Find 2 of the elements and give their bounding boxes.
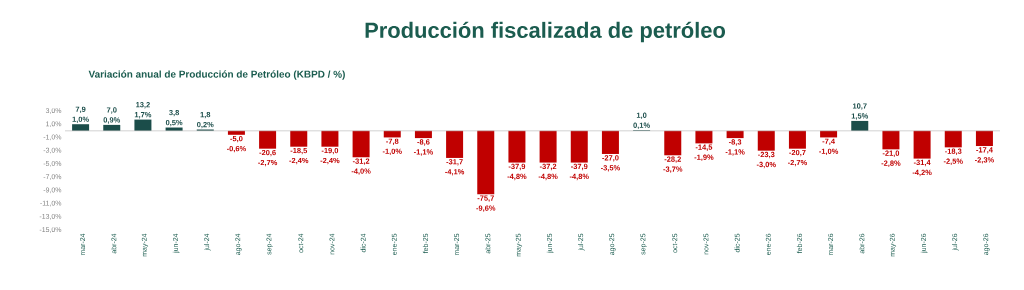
- chart-subtitle: Variación anual de Producción de Petróleo (KBPD / %): [88, 70, 345, 80]
- chart-title: Producción fiscalizada de petróleo: [365, 21, 726, 43]
